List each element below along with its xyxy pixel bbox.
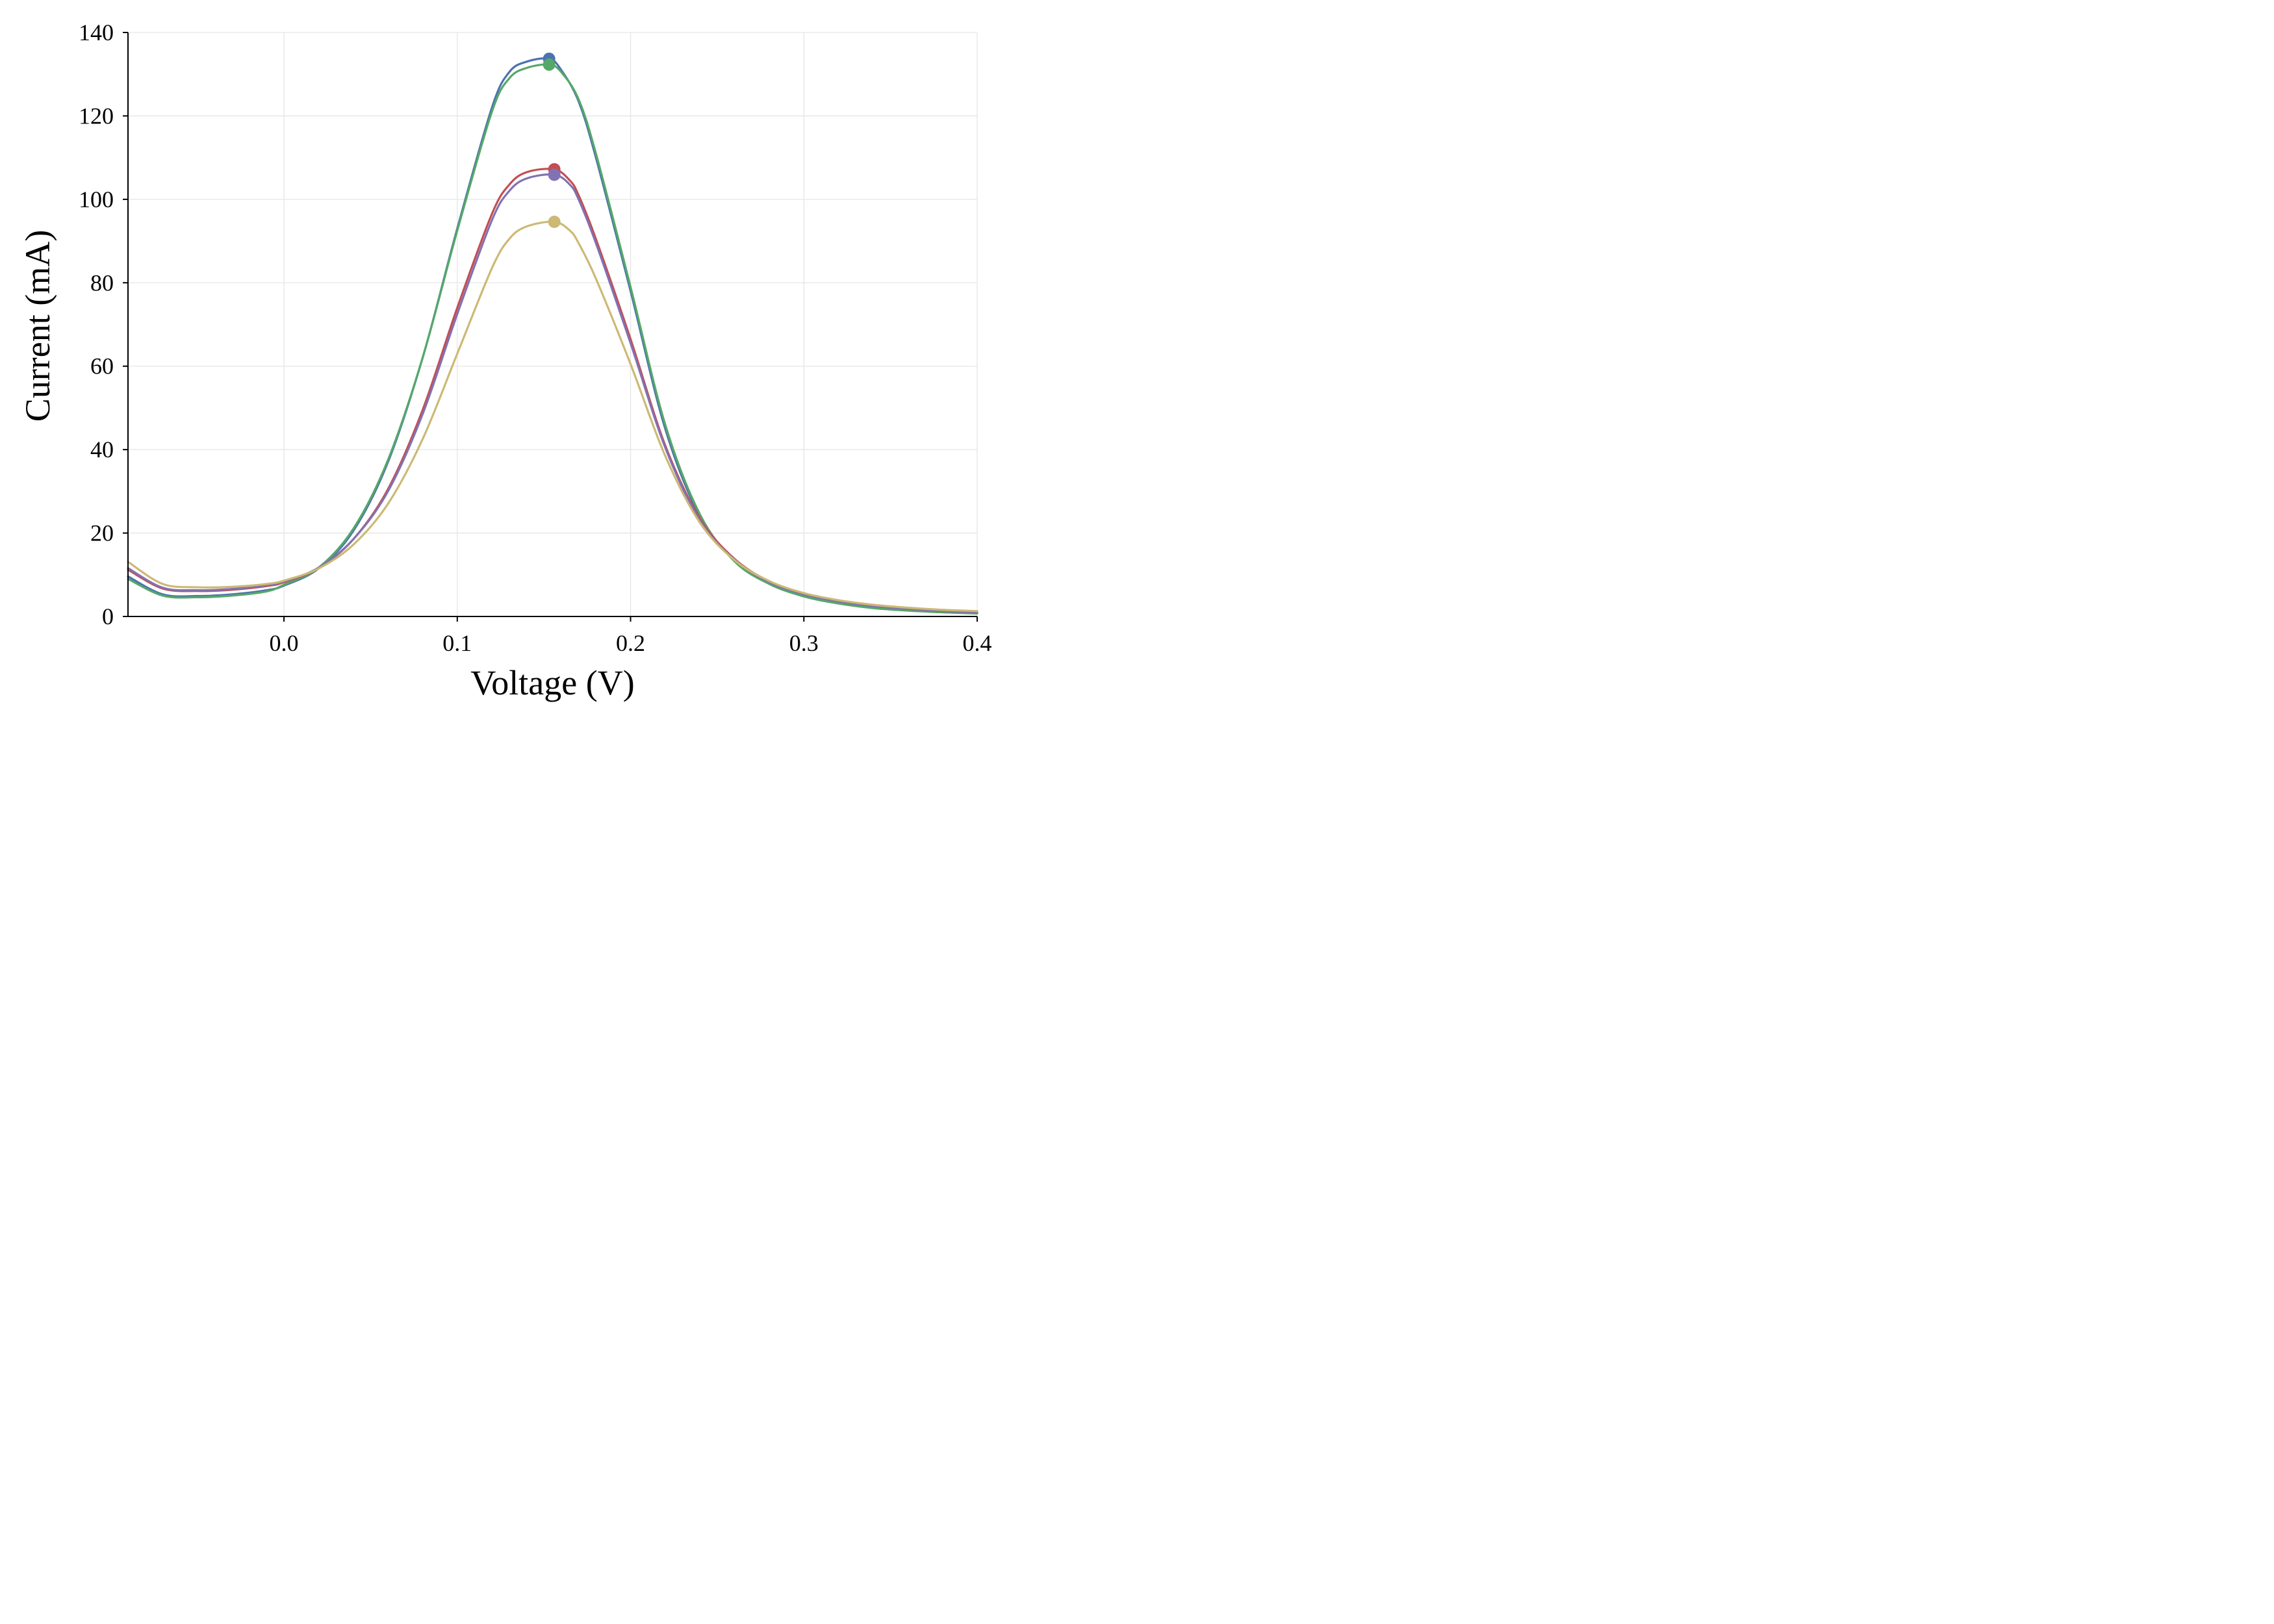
x-tick-label: 0.0: [270, 630, 299, 656]
peak-marker-5: [548, 216, 561, 229]
y-tick-label: 20: [90, 520, 114, 546]
ticks: 0.0 0.1 0.2 0.3 0.4 0 20 40 60 80 100 120 140: [79, 19, 992, 656]
x-tick-label: 0.2: [616, 630, 645, 656]
peak-marker-4: [548, 168, 561, 181]
y-tick-label: 80: [90, 270, 114, 296]
series-line-3: [127, 168, 978, 614]
x-tick-label: 0.4: [963, 630, 992, 656]
series-line-4: [127, 173, 978, 614]
x-axis-title: Voltage (V): [470, 663, 634, 702]
y-tick-label: 100: [79, 186, 114, 212]
y-tick-label: 60: [90, 353, 114, 379]
series-line-5: [127, 220, 978, 613]
series-line-2: [127, 63, 978, 615]
x-tick-label: 0.3: [789, 630, 819, 656]
x-tick-label: 0.1: [442, 630, 472, 656]
y-tick-label: 40: [90, 437, 114, 463]
peak-marker-2: [543, 58, 556, 71]
y-axis-title: Current (mA): [18, 230, 57, 422]
grid: [128, 32, 978, 617]
chart: 0.0 0.1 0.2 0.3 0.4 0 20 40 60 80 100 120 140 Voltag…: [0, 0, 1019, 716]
line-chart: 0.0 0.1 0.2 0.3 0.4 0 20 40 60 80 100 120 140 Voltag…: [18, 19, 992, 702]
y-tick-label: 140: [79, 19, 114, 45]
series-line-1: [127, 57, 978, 615]
y-tick-label: 120: [79, 103, 114, 129]
y-tick-label: 0: [102, 603, 114, 629]
series-group: [127, 52, 978, 615]
axes: [127, 32, 977, 617]
